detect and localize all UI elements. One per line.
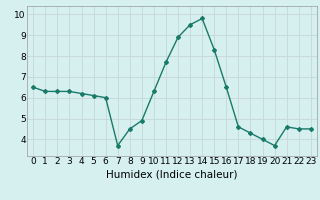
X-axis label: Humidex (Indice chaleur): Humidex (Indice chaleur) [106, 169, 238, 179]
